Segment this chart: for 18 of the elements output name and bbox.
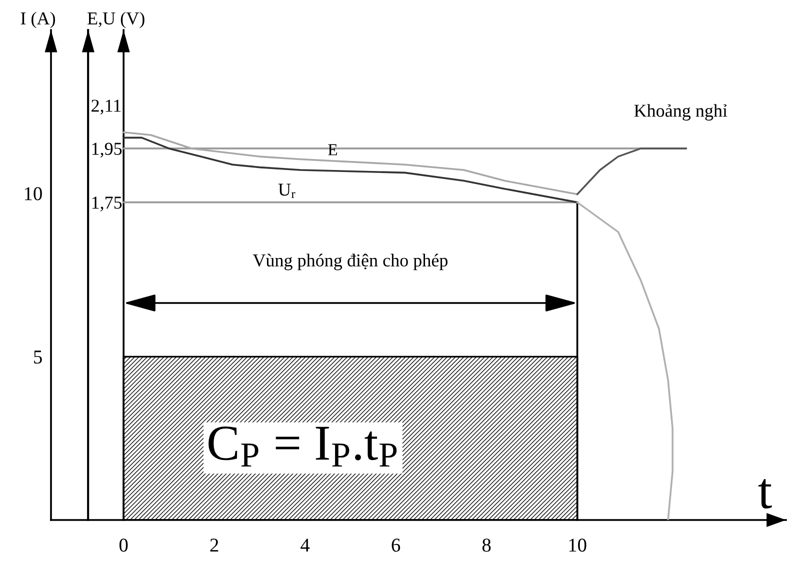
series-label: E (328, 144, 338, 156)
annotation: C$_{P}$ = I$_{P}$.t$_{P}$ (208, 426, 397, 467)
y-axis-title: I (A) (20, 12, 56, 28)
y2-tick-label: 1,75 (92, 196, 122, 212)
y-tick-label: 5 (34, 350, 42, 364)
y2-axis-title: E,U (V) (88, 12, 144, 28)
x-axis-title: t (758, 479, 772, 509)
x-tick-label: 2 (210, 538, 218, 552)
x-tick-label: 8 (482, 538, 491, 552)
series-label: Khoảng nghỉ (634, 104, 728, 121)
y2-tick-label: 1,95 (92, 142, 122, 158)
y2-tick-label: 2,11 (92, 100, 121, 114)
x-tick-label: 4 (300, 538, 310, 552)
annotation: Vùng phóng điện cho phép (252, 254, 448, 270)
series-label: U$_{r}$ (278, 184, 296, 198)
x-tick-label: 6 (392, 538, 400, 552)
x-tick-label: 0 (119, 538, 128, 552)
x-tick-label: 10 (569, 538, 586, 552)
